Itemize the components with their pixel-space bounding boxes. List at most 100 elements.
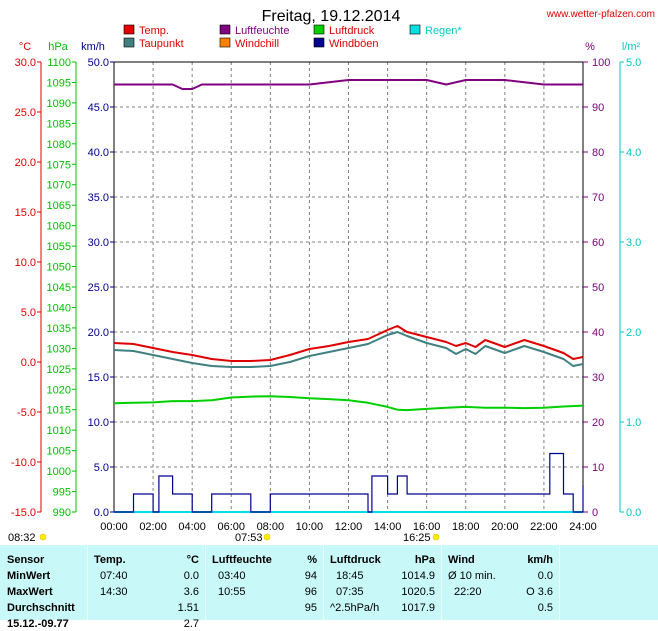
stats-wind-max-time: 22:20 — [454, 586, 482, 598]
stats-pres-avg: 1017.9 — [401, 602, 435, 614]
stats-separator — [559, 545, 560, 620]
legend-swatch — [219, 37, 231, 48]
humidity-tick-label: 20 — [592, 417, 604, 429]
stats-header-temp: Temp. — [94, 554, 126, 566]
x-tick-label: 22:00 — [530, 521, 558, 533]
pressure-tick-label: 1005 — [47, 446, 71, 458]
stats-separator — [323, 545, 324, 620]
x-tick-label: 08:00 — [257, 521, 285, 533]
humidity-tick-label: 50 — [592, 282, 604, 294]
stats-hum-max: 96 — [304, 586, 317, 598]
stats-col-sensor: Sensor MinWert MaxWert Durchschnitt 15.1… — [0, 545, 86, 630]
wind-tick-label: 45.0 — [88, 102, 109, 114]
legend-label: Luftdruck — [329, 25, 375, 37]
wind-tick-label: 30.0 — [88, 237, 109, 249]
x-tick-label: 02:00 — [139, 521, 167, 533]
pressure-tick-label: 1045 — [47, 282, 71, 294]
legend-label: Windböen — [329, 38, 379, 50]
humidity-unit-label: % — [585, 41, 595, 53]
temp-tick-label: 10.0 — [15, 257, 36, 269]
x-tick-label: 20:00 — [491, 521, 519, 533]
pressure-tick-label: 1020 — [47, 384, 71, 396]
stats-separator — [441, 545, 442, 620]
x-tick-label: 18:00 — [452, 521, 480, 533]
pressure-tick-label: 995 — [53, 487, 71, 499]
pressure-tick-label: 1075 — [47, 159, 71, 171]
legend-swatch — [123, 37, 135, 48]
x-tick-label: 24:00 — [569, 521, 597, 533]
stats-label-min: MinWert — [7, 570, 51, 582]
chart-axes: 30.0 25.0 20.0 15.0 10.0 5.0 0.0 -5.0 -10.0 -15.0… — [11, 57, 641, 533]
stats-temp-extra: 2.7 — [183, 618, 199, 630]
stats-hum-max-time: 10:55 — [218, 586, 246, 598]
rain-tick-label: 5.0 — [626, 57, 641, 69]
temp-tick-label: 30.0 — [15, 57, 36, 69]
sunrise-icon — [39, 533, 47, 541]
stats-temp-max: 3.6 — [183, 586, 199, 598]
stats-hum-min: 94 — [304, 570, 317, 582]
x-tick-label: 12:00 — [335, 521, 363, 533]
stats-wind-avg: 0.5 — [537, 602, 553, 614]
stats-header-sensor: Sensor — [7, 554, 45, 566]
legend-swatch — [219, 24, 231, 35]
stats-unit-temp: °C — [186, 554, 199, 566]
rain-tick-label: 4.0 — [626, 147, 641, 159]
stats-header-wind: Wind — [448, 554, 475, 566]
stats-pres-max-time: 07:35 — [336, 586, 364, 598]
sun-times: 08:32 07:53 16:25 — [8, 532, 440, 544]
wind-tick-label: 40.0 — [88, 147, 109, 159]
legend-swatch — [313, 37, 325, 48]
stats-col-temp: Temp. °C 07:40 0.0 14:30 3.6 1.51 2.7 — [88, 545, 204, 630]
website-link[interactable]: www.wetter-pfalzen.com — [546, 9, 655, 20]
stats-hum-min-time: 03:40 — [218, 570, 246, 582]
stats-table: Sensor MinWert MaxWert Durchschnitt 15.1… — [0, 545, 658, 630]
stats-temp-avg: 1.51 — [177, 602, 199, 614]
humidity-tick-label: 60 — [592, 237, 604, 249]
x-tick-label: 06:00 — [217, 521, 245, 533]
stats-pres-max: 1020.5 — [401, 586, 435, 598]
stats-separator — [205, 545, 206, 620]
humidity-tick-label: 70 — [592, 192, 604, 204]
sunset-icon — [432, 533, 440, 541]
series-line-luftfeuchte — [114, 79, 583, 90]
rain-tick-label: 2.0 — [626, 327, 641, 339]
pressure-tick-label: 1055 — [47, 241, 71, 253]
stats-pres-min: 1014.9 — [401, 570, 435, 582]
x-tick-label: 14:00 — [374, 521, 402, 533]
wind-tick-label: 50.0 — [88, 57, 109, 69]
weather-chart: Freitag, 19.12.2014 www.wetter-pfalzen.c… — [8, 8, 655, 544]
x-tick-label: 04:00 — [178, 521, 206, 533]
legend-label: Regen* — [425, 25, 462, 37]
stats-hum-avg: 95 — [304, 602, 317, 614]
stats-col-humidity: Luftfeuchte % 03:40 94 10:55 96 95 — [206, 545, 322, 620]
wind-tick-label: 35.0 — [88, 192, 109, 204]
pressure-tick-label: 1060 — [47, 221, 71, 233]
temp-tick-label: 0.0 — [21, 357, 36, 369]
legend-swatch — [409, 24, 421, 35]
wind-tick-label: 25.0 — [88, 282, 109, 294]
stats-header-humidity: Luftfeuchte — [212, 554, 272, 566]
legend-label: Taupunkt — [139, 38, 184, 50]
humidity-tick-label: 0 — [592, 507, 598, 519]
pressure-tick-label: 1015 — [47, 405, 71, 417]
pressure-tick-label: 1085 — [47, 118, 71, 130]
wind-tick-label: 20.0 — [88, 327, 109, 339]
pressure-tick-label: 990 — [53, 507, 71, 519]
humidity-tick-label: 30 — [592, 372, 604, 384]
pressure-tick-label: 1095 — [47, 77, 71, 89]
legend-swatch — [123, 24, 135, 35]
humidity-tick-label: 90 — [592, 102, 604, 114]
x-tick-label: 16:00 — [413, 521, 441, 533]
stats-col-pressure: Luftdruck hPa 18:45 1014.9 07:35 1020.5 … — [324, 545, 440, 620]
temp-tick-label: -15.0 — [11, 507, 36, 519]
pressure-tick-label: 1050 — [47, 262, 71, 274]
pressure-tick-label: 1035 — [47, 323, 71, 335]
temp-tick-label: 15.0 — [15, 207, 36, 219]
pressure-tick-label: 1080 — [47, 139, 71, 151]
pressure-tick-label: 1065 — [47, 200, 71, 212]
legend-label: Luftfeuchte — [235, 25, 289, 37]
wind-unit-label: km/h — [81, 41, 105, 53]
legend-label: Windchill — [235, 38, 279, 50]
pressure-tick-label: 1010 — [47, 425, 71, 437]
pressure-tick-label: 1100 — [47, 57, 71, 69]
